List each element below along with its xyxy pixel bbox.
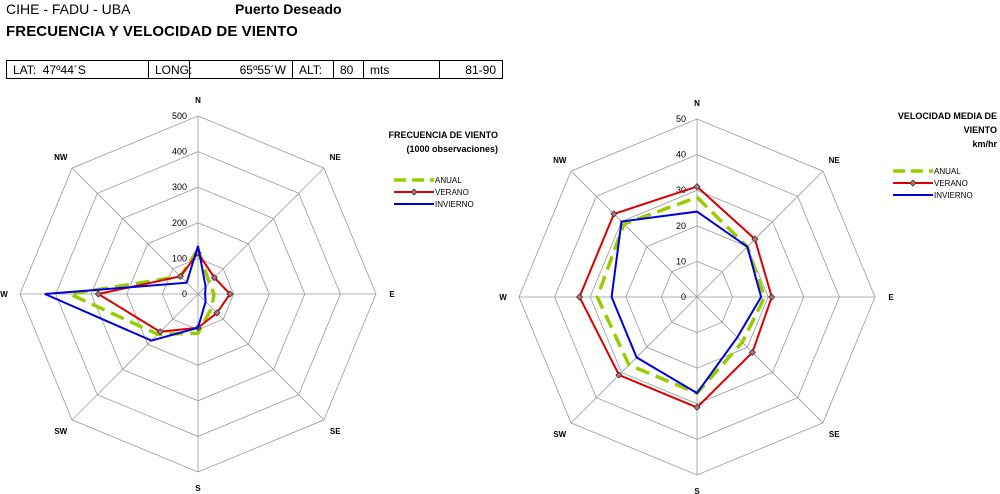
direction-label: NE bbox=[330, 153, 342, 162]
legend-label-invierno: INVIERNO bbox=[934, 191, 973, 200]
direction-label: NW bbox=[553, 156, 567, 165]
grid-spoke bbox=[570, 296, 698, 424]
series-verano-marker bbox=[156, 328, 164, 336]
organization-label: CIHE - FADU - UBA bbox=[6, 1, 131, 17]
legend-label-verano: VERANO bbox=[934, 179, 968, 188]
direction-label: W bbox=[0, 290, 8, 299]
series-verano-marker bbox=[615, 371, 623, 379]
legend-label-verano: VERANO bbox=[435, 188, 469, 197]
period-value: 81-90 bbox=[439, 60, 503, 79]
tick-label: 500 bbox=[172, 111, 187, 121]
tick-label: 300 bbox=[172, 182, 187, 192]
series-invierno-line bbox=[44, 245, 207, 342]
station-info-table: LAT: 47º44´S LONG: 65º55´W ALT: 80 mts 8… bbox=[6, 60, 503, 79]
legend-label-invierno: INVIERNO bbox=[435, 200, 474, 209]
grid-spoke bbox=[71, 293, 199, 421]
series-verano-marker bbox=[176, 272, 184, 280]
direction-label: NE bbox=[829, 156, 841, 165]
series-verano-marker bbox=[226, 290, 234, 298]
legend-marker-verano bbox=[410, 188, 418, 196]
longitude-label: LONG: bbox=[148, 60, 192, 79]
series-verano-line bbox=[95, 251, 232, 333]
series-verano-marker bbox=[751, 235, 759, 243]
tick-label: 30 bbox=[676, 185, 686, 195]
altitude-value: 80 bbox=[333, 60, 364, 79]
chart-title-line1: VELOCIDAD MEDIA DE bbox=[898, 111, 997, 121]
latitude-label: LAT: bbox=[13, 62, 37, 77]
tick-label: 10 bbox=[676, 256, 686, 266]
series-verano-marker bbox=[610, 210, 618, 218]
grid-spoke bbox=[570, 170, 698, 298]
altitude-label: ALT: bbox=[292, 60, 334, 79]
series-verano-marker bbox=[210, 274, 218, 282]
tick-label: 50 bbox=[676, 114, 686, 124]
page-title: FRECUENCIA Y VELOCIDAD DE VIENTO bbox=[6, 23, 298, 40]
chart-title-line2: VIENTO bbox=[964, 125, 997, 135]
series-verano-marker bbox=[693, 183, 701, 191]
radar-chart-1: 0 100 200 300 400 500 N NE E SE S SW W NW FRECUENCIA D… bbox=[0, 96, 498, 493]
direction-label: N bbox=[195, 96, 201, 105]
direction-label: N bbox=[694, 99, 700, 108]
series-verano-marker bbox=[748, 348, 756, 356]
legend-label-anual: ANUAL bbox=[934, 167, 961, 176]
direction-label: S bbox=[694, 487, 700, 494]
tick-label: 0 bbox=[681, 292, 686, 302]
series-invierno-line bbox=[610, 210, 763, 395]
latitude-value: 47º44´S bbox=[42, 62, 86, 77]
chart-legend: ANUAL VERANO INVIERNO bbox=[893, 167, 973, 200]
tick-label: 200 bbox=[172, 218, 187, 228]
chart-subtitle: (1000 observaciones) bbox=[406, 144, 498, 154]
tick-label: 20 bbox=[676, 221, 686, 231]
grid-spoke bbox=[696, 170, 824, 298]
direction-label: SW bbox=[54, 427, 67, 436]
chart-subtitle: km/hr bbox=[972, 139, 997, 149]
series-verano-marker bbox=[575, 293, 584, 301]
legend-label-anual: ANUAL bbox=[435, 176, 462, 185]
tick-label: 100 bbox=[172, 253, 187, 263]
grid-spoke bbox=[197, 293, 325, 421]
series-verano-marker bbox=[213, 309, 221, 317]
direction-label: E bbox=[888, 293, 894, 302]
chart-title: FRECUENCIA DE VIENTO bbox=[388, 130, 498, 140]
direction-label: NW bbox=[54, 153, 68, 162]
grid-spoke bbox=[696, 296, 824, 424]
series-verano-marker bbox=[768, 293, 776, 301]
station-name: Puerto Deseado bbox=[235, 1, 342, 17]
series-anual-line bbox=[63, 245, 216, 337]
series-verano-marker bbox=[693, 403, 701, 411]
tick-label: 400 bbox=[172, 147, 187, 157]
grid-spoke bbox=[197, 167, 325, 295]
direction-label: S bbox=[195, 484, 201, 493]
latitude-cell: LAT: 47º44´S bbox=[6, 60, 149, 79]
tick-label: 0 bbox=[182, 289, 187, 299]
direction-label: SW bbox=[553, 430, 566, 439]
direction-label: E bbox=[389, 290, 395, 299]
radar-chart-2: 0 10 20 30 40 50 N NE E SE S SW W NW VELOCIDAD MEDIA D… bbox=[499, 99, 997, 494]
legend-marker-verano bbox=[909, 179, 917, 187]
direction-label: SE bbox=[829, 430, 840, 439]
direction-label: W bbox=[499, 293, 507, 302]
series-verano-marker bbox=[94, 290, 102, 298]
grid-spoke bbox=[71, 167, 199, 295]
tick-label: 40 bbox=[676, 150, 686, 160]
direction-label: SE bbox=[330, 427, 341, 436]
chart-legend: ANUAL VERANO INVIERNO bbox=[394, 176, 474, 209]
